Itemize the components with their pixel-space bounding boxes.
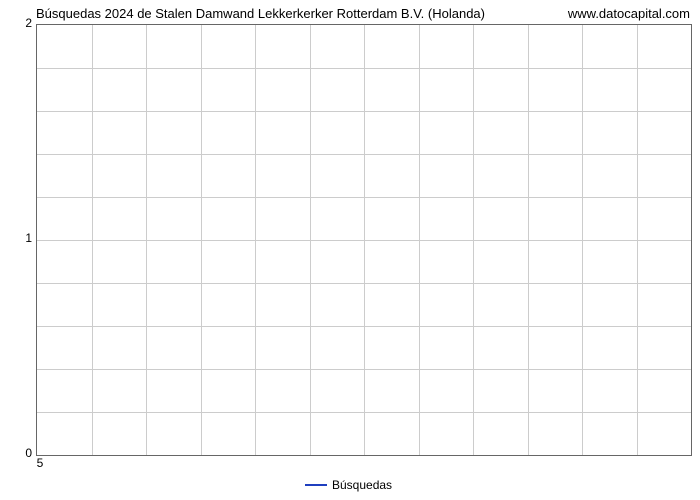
grid-horizontal	[37, 326, 691, 327]
grid-horizontal	[37, 369, 691, 370]
grid-horizontal	[37, 412, 691, 413]
grid-horizontal	[37, 283, 691, 284]
y-tick-label: 1	[12, 231, 32, 245]
grid-horizontal	[37, 240, 691, 241]
chart-container: { "chart": { "type": "line", "title_left…	[0, 0, 700, 500]
grid-horizontal	[37, 68, 691, 69]
legend-series-label: Búsquedas	[332, 478, 392, 492]
grid-horizontal	[37, 154, 691, 155]
y-tick-label: 2	[12, 16, 32, 30]
plot-area	[36, 24, 692, 456]
grid-horizontal	[37, 111, 691, 112]
grid-horizontal	[37, 197, 691, 198]
legend: Búsquedas	[305, 478, 392, 492]
x-tick-label: 5	[32, 456, 48, 470]
chart-title-right: www.datocapital.com	[568, 6, 690, 21]
y-tick-label: 0	[12, 446, 32, 460]
chart-title-left: Búsquedas 2024 de Stalen Damwand Lekkerk…	[36, 6, 485, 21]
legend-series-line	[305, 484, 327, 486]
